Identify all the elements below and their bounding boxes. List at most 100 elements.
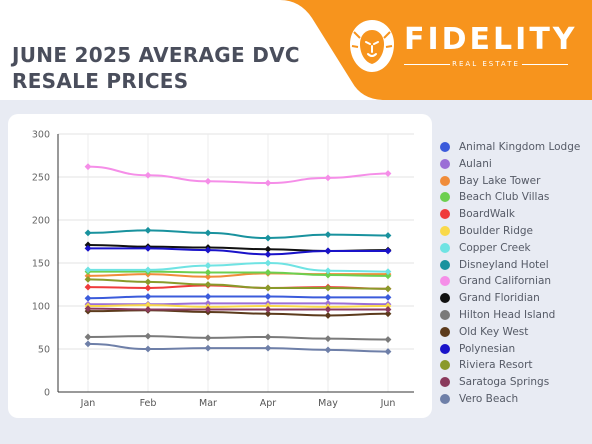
data-point [144, 332, 152, 340]
data-point [324, 312, 332, 319]
series-vero-beach [84, 340, 392, 355]
series-line [87, 165, 389, 185]
data-point [204, 306, 212, 313]
data-point [204, 273, 212, 281]
legend-item: Riviera Resort [440, 358, 533, 372]
legend-label: Boulder Ridge [459, 225, 533, 237]
x-tick-label: Apr [260, 398, 277, 409]
legend-label: Bay Lake Tower [459, 174, 541, 187]
legend-item: BoardWalk [440, 207, 515, 221]
data-point [264, 306, 272, 313]
legend-item: Disneyland Hotel [440, 258, 549, 272]
data-point [144, 284, 152, 292]
data-point [384, 268, 392, 275]
legend-label: BoardWalk [459, 208, 516, 221]
data-point [384, 247, 392, 255]
x-tick-label: Jun [380, 398, 396, 409]
data-point [384, 306, 392, 313]
legend-item: Saratoga Springs [440, 375, 549, 389]
header-banner [0, 0, 592, 100]
data-point [384, 348, 392, 355]
data-point [144, 244, 152, 252]
data-point [264, 245, 272, 253]
series-saratoga-springs [84, 305, 392, 313]
series-line [87, 307, 388, 311]
series-line [87, 335, 389, 341]
series-line [87, 261, 389, 273]
data-point [264, 269, 272, 276]
legend-label: Beach Club Villas [459, 191, 550, 204]
data-point [264, 251, 272, 258]
data-point [324, 247, 332, 255]
data-point [84, 305, 92, 312]
series-grand-californian [84, 163, 392, 187]
data-point [264, 310, 272, 318]
data-point [324, 306, 332, 313]
data-point [144, 171, 152, 179]
legend-item: Animal Kingdom Lodge [440, 140, 580, 154]
legend-swatch [440, 394, 450, 404]
data-point [264, 302, 272, 310]
legend-label: Animal Kingdom Lodge [459, 141, 581, 153]
series-hilton-head-island [84, 332, 392, 343]
legend-swatch [440, 158, 450, 169]
data-point [204, 229, 212, 237]
legend-swatch [440, 326, 450, 337]
legend-item: Copper Creek [440, 241, 531, 255]
series-line [87, 342, 389, 353]
data-point [204, 281, 212, 288]
data-point [204, 262, 212, 269]
data-point [204, 334, 212, 342]
y-tick-label: 150 [32, 259, 50, 270]
data-point [384, 310, 392, 318]
data-point [264, 293, 272, 300]
legend-label: Riviera Resort [459, 359, 533, 372]
series-line [88, 270, 389, 277]
data-point [144, 306, 152, 313]
legend-item: Grand Floridian [440, 291, 540, 305]
legend-item: Polynesian [440, 342, 515, 356]
data-point [144, 278, 152, 286]
legend-label: Grand Californian [459, 275, 552, 288]
series-riviera-resort [84, 275, 392, 293]
y-tick-label: 50 [38, 345, 50, 356]
brand-tagline: REAL ESTATE [452, 60, 520, 68]
legend-swatch [440, 310, 450, 320]
header-orange-panel [280, 0, 592, 100]
data-point [84, 229, 92, 237]
data-point [324, 174, 332, 182]
series-polynesian [84, 244, 392, 258]
data-point [84, 340, 92, 348]
y-tick-label: 0 [44, 388, 50, 399]
data-point [144, 266, 152, 274]
legend-item: Old Key West [440, 325, 528, 339]
chart-series [84, 163, 392, 355]
data-point [84, 272, 92, 280]
data-point [84, 333, 92, 341]
legend-item: Beach Club Villas [440, 190, 549, 204]
data-point [264, 333, 272, 341]
data-point [324, 231, 332, 239]
legend-label: Saratoga Springs [459, 376, 550, 389]
data-point [84, 266, 92, 274]
series-line [88, 302, 389, 306]
legend-swatch [440, 343, 450, 354]
data-point [324, 267, 332, 275]
data-point [84, 163, 92, 171]
legend-label: Old Key West [459, 325, 529, 338]
x-tick-label: Mar [199, 398, 217, 409]
data-point [384, 336, 392, 343]
legend-item: Boulder Ridge [440, 224, 533, 238]
page-title: JUNE 2025 AVERAGE DVC RESALE PRICES [12, 43, 300, 93]
series-line [87, 304, 389, 308]
data-point [384, 285, 392, 293]
data-point [264, 259, 272, 267]
x-tick-label: Jan [80, 398, 96, 409]
legend-label: Vero Beach [459, 393, 519, 405]
legend-label: Copper Creek [459, 241, 531, 254]
data-point [384, 294, 392, 301]
data-point [264, 284, 272, 292]
series-disneyland-hotel [84, 226, 392, 242]
legend-item: Bay Lake Tower [440, 174, 540, 188]
legend-item: Hilton Head Island [440, 308, 555, 322]
